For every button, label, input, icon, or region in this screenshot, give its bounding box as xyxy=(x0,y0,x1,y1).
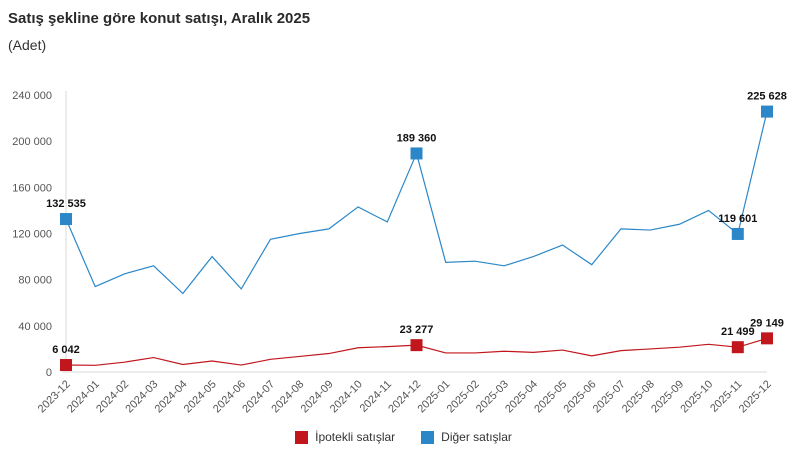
legend-swatch-ipotekli xyxy=(295,430,309,444)
data-point-marker-diger xyxy=(731,227,744,240)
data-point-marker-ipotekli xyxy=(761,332,773,345)
data-point-marker-diger xyxy=(410,147,423,160)
y-tick-label: 200 000 xyxy=(12,136,52,148)
data-point-marker-ipotekli xyxy=(410,339,423,352)
x-tick-label: 2025-10 xyxy=(678,378,715,415)
legend-label-diger: Diğer satışlar xyxy=(441,430,512,444)
data-point-marker-ipotekli xyxy=(60,359,72,372)
data-point-marker-diger xyxy=(761,105,773,118)
chart-subtitle: (Adet) xyxy=(8,37,47,53)
data-label-ipotekli: 6 042 xyxy=(52,344,80,356)
data-label-ipotekli: 29 149 xyxy=(750,317,784,329)
legend-swatch-diger xyxy=(421,430,435,444)
y-tick-label: 120 000 xyxy=(12,229,52,241)
data-label-diger: 225 628 xyxy=(747,91,787,103)
data-label-diger: 132 535 xyxy=(46,198,86,210)
data-point-marker-ipotekli xyxy=(731,341,744,354)
x-tick-label: 2024-10 xyxy=(328,378,365,415)
y-tick-label: 160 000 xyxy=(12,182,52,194)
data-point-marker-diger xyxy=(60,213,72,226)
y-tick-label: 240 000 xyxy=(12,90,52,102)
x-tick-label: 2025-12 xyxy=(737,378,774,415)
data-label-diger: 119 601 xyxy=(718,213,757,225)
legend: İpotekli satışlar Diğer satışlar xyxy=(0,430,807,444)
y-tick-label: 40 000 xyxy=(18,321,52,333)
y-tick-label: 0 xyxy=(46,367,52,379)
legend-item-ipotekli[interactable]: İpotekli satışlar xyxy=(295,430,395,444)
legend-label-ipotekli: İpotekli satışlar xyxy=(315,430,396,444)
data-label-ipotekli: 21 499 xyxy=(721,326,755,338)
legend-item-diger[interactable]: Diğer satışlar xyxy=(421,430,512,444)
data-label-ipotekli: 23 277 xyxy=(400,324,434,336)
y-tick-label: 80 000 xyxy=(18,275,52,287)
chart-title: Satış şekline göre konut satışı, Aralık … xyxy=(8,10,311,27)
data-label-diger: 189 360 xyxy=(397,132,437,144)
